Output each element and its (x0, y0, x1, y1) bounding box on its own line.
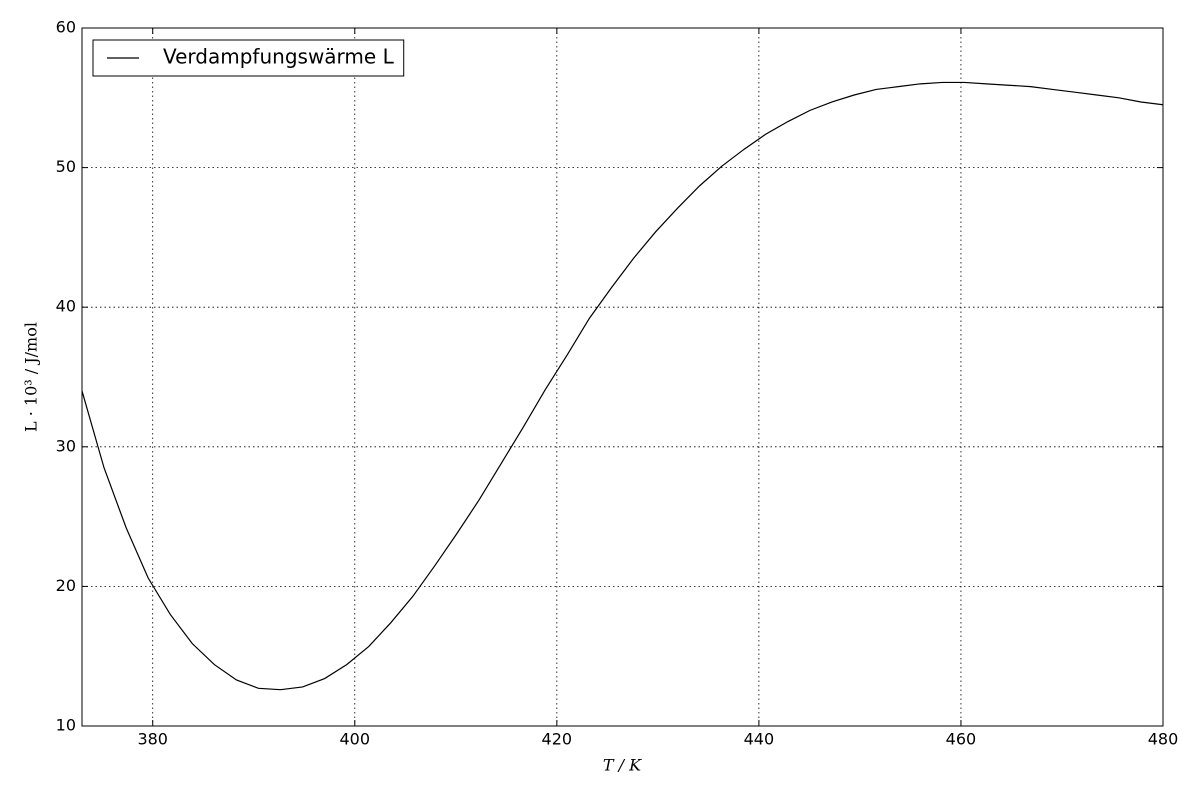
legend-box (92, 39, 405, 77)
y-tick-label: 40 (56, 297, 76, 316)
y-axis-label: L · 10³ / J/mol (22, 322, 41, 432)
x-tick-label: 400 (340, 730, 371, 749)
x-axis-label: T / K (603, 756, 642, 775)
plot-frame (81, 27, 1164, 727)
y-tick-label: 50 (56, 157, 76, 176)
y-tick-label: 30 (56, 436, 76, 455)
x-tick-label: 380 (137, 730, 168, 749)
x-tick-label: 420 (542, 730, 573, 749)
y-tick-label: 60 (56, 18, 76, 37)
y-tick-label: 10 (56, 716, 76, 735)
line (81, 81, 1164, 691)
x-tick-label: 460 (946, 730, 977, 749)
x-tick-label: 440 (744, 730, 775, 749)
x-tick-label: 480 (1148, 730, 1179, 749)
legend-label: Verdampfungswärme L (163, 45, 395, 69)
y-tick-label: 20 (56, 576, 76, 595)
